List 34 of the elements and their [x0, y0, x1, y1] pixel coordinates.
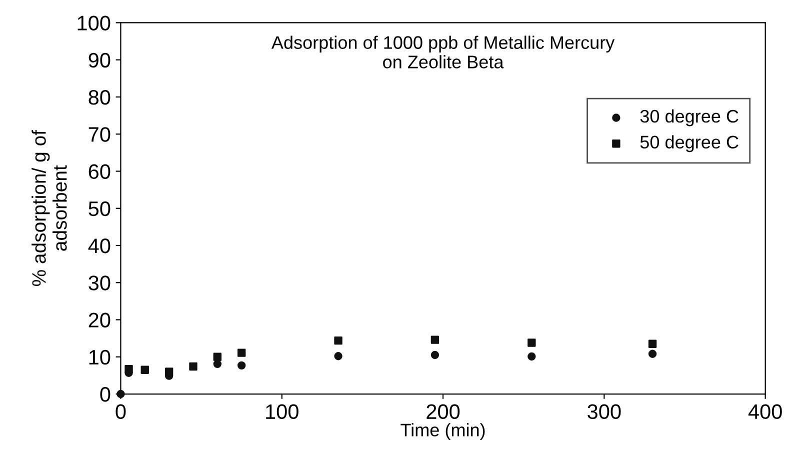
point	[648, 350, 657, 358]
y-tick-label: 40	[88, 238, 110, 254]
legend-label: 30 degree C	[640, 109, 738, 126]
y-tick-label: 70	[88, 127, 110, 142]
x-axis-title: Time (min)	[400, 423, 485, 440]
x-tick-label: 100	[266, 404, 298, 420]
y-tick-label: 10	[89, 350, 110, 365]
text: Adsorption of 1000 ppb of Metallic Mercury on Zeolite Beta	[271, 36, 615, 68]
point	[528, 352, 536, 361]
y-tick-label: 30	[88, 276, 110, 290]
point	[528, 338, 536, 347]
point	[140, 366, 149, 374]
point	[189, 362, 198, 371]
y-tick-label: 20	[88, 312, 110, 328]
x-tick-label: 300	[588, 404, 621, 420]
y-tick-label: 50	[88, 201, 110, 216]
point	[430, 350, 440, 360]
y-tick-label: 0	[100, 387, 110, 402]
point	[213, 352, 222, 361]
point	[430, 336, 440, 344]
y-axis-title: % adsorption/ g of adsorbent	[32, 130, 67, 286]
x-tick-label: 0	[116, 404, 126, 420]
point	[648, 340, 657, 348]
point	[237, 348, 246, 357]
x-tick-label: 400	[748, 404, 782, 420]
point	[334, 336, 342, 345]
point	[334, 352, 342, 360]
point	[237, 361, 246, 370]
y-tick-label: 100	[78, 16, 110, 30]
legend-label: 50 degree C	[640, 135, 738, 152]
y-tick-label: 90	[88, 52, 110, 68]
x-tick-label: 200	[426, 404, 460, 420]
y-tick-label: 60	[88, 164, 110, 179]
y-tick-label: 80	[88, 90, 110, 105]
